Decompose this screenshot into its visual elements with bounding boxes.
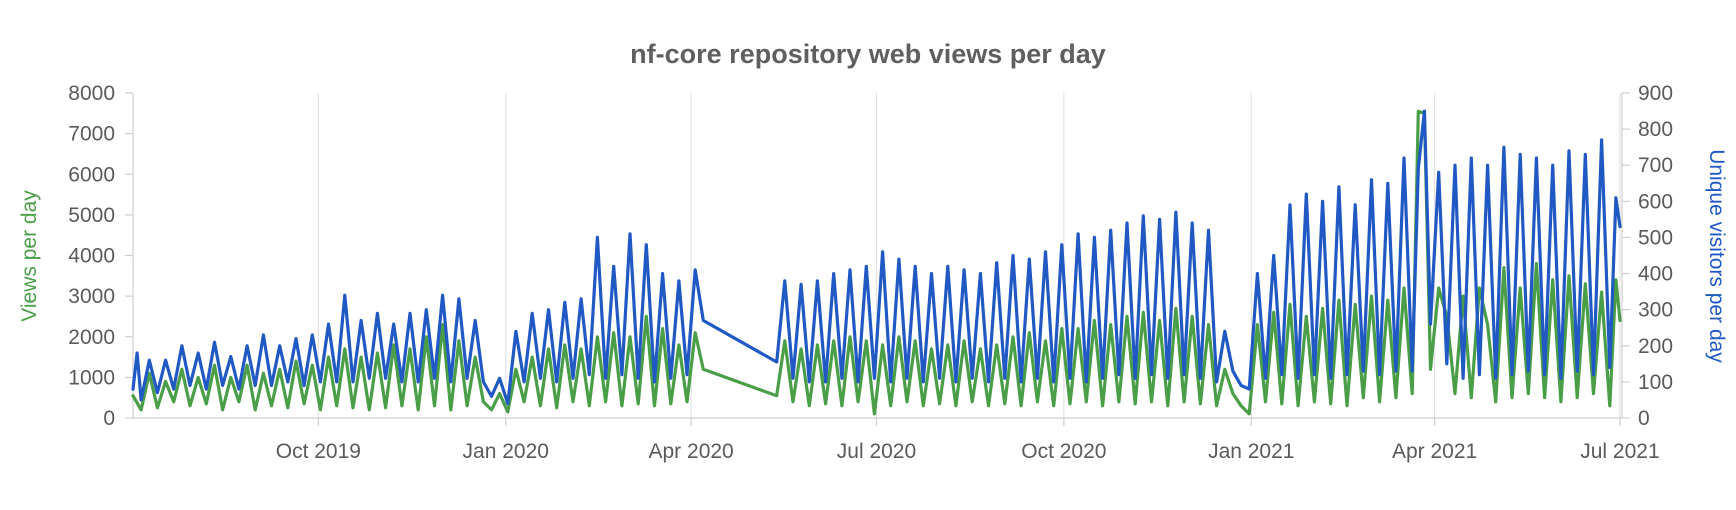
y-right-tick-label: 900 — [1638, 82, 1673, 105]
y-right-tick-label: 300 — [1638, 299, 1673, 322]
y-right-tick-label: 200 — [1638, 335, 1673, 358]
y-right-tick-label: 0 — [1638, 407, 1650, 430]
x-tick-label: Apr 2020 — [649, 440, 734, 463]
y-left-tick-label: 4000 — [68, 245, 115, 268]
y-left-tick-label: 2000 — [68, 326, 115, 349]
y-left-tick-label: 5000 — [68, 204, 115, 227]
x-tick-label: Jan 2021 — [1208, 440, 1294, 463]
y-left-tick-label: 0 — [103, 407, 115, 430]
y-left-tick-label: 7000 — [68, 123, 115, 146]
y-left-tick-label: 3000 — [68, 285, 115, 308]
y-left-tick-label: 1000 — [68, 366, 115, 389]
y-right-tick-label: 400 — [1638, 263, 1673, 286]
x-tick-label: Oct 2020 — [1021, 440, 1106, 463]
y-right-tick-label: 100 — [1638, 371, 1673, 394]
y-axis-right-label: Unique visitors per day — [1705, 149, 1728, 363]
y-left-tick-label: 6000 — [68, 163, 115, 186]
y-right-tick-label: 700 — [1638, 154, 1673, 177]
y-right-tick-label: 500 — [1638, 226, 1673, 249]
chart-title: nf-core repository web views per day — [630, 39, 1106, 69]
y-left-tick-label: 8000 — [68, 82, 115, 105]
x-tick-label: Oct 2019 — [276, 440, 361, 463]
x-tick-label: Jul 2020 — [837, 440, 916, 463]
y-axis-left-label: Views per day — [18, 190, 41, 322]
series-line-visitors — [131, 109, 1622, 406]
x-tick-label: Jul 2021 — [1580, 440, 1659, 463]
y-axis-right: 0 100 200 300 400 500 600 700 800 900 — [1622, 82, 1673, 430]
y-right-tick-label: 800 — [1638, 118, 1673, 141]
series-layer — [131, 109, 1622, 416]
y-axis-left: 0 1000 2000 3000 4000 5000 6000 7000 8000 — [68, 82, 133, 430]
series-line-views — [131, 109, 1622, 416]
x-axis: Oct 2019 Jan 2020 Apr 2020 Jul 2020 Oct 2020… — [276, 418, 1660, 463]
y-right-tick-label: 600 — [1638, 190, 1673, 213]
x-tick-label: Jan 2020 — [463, 440, 549, 463]
x-tick-label: Apr 2021 — [1392, 440, 1477, 463]
